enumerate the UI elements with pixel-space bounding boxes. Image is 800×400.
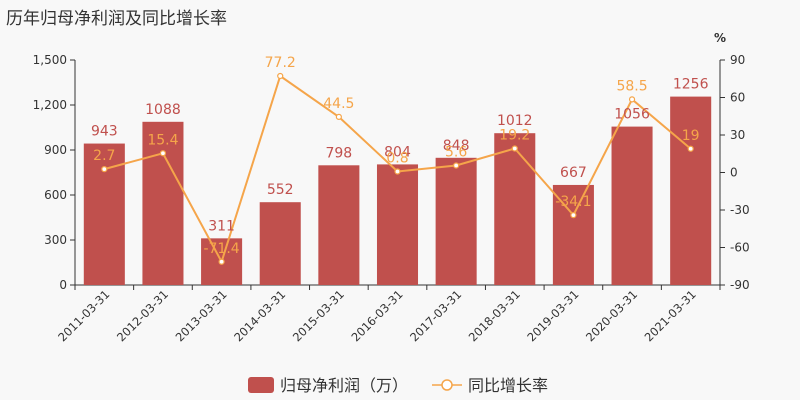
- growth-rate-label: 0.8: [386, 151, 408, 167]
- x-axis-tick-label: 2012-03-31: [114, 287, 171, 344]
- growth-rate-label: 15.4: [147, 132, 178, 148]
- x-axis-tick-label: 2013-03-31: [173, 287, 230, 344]
- growth-rate-point: [687, 145, 694, 152]
- bar: [318, 165, 360, 285]
- bar-value-label: 1056: [614, 107, 650, 123]
- bar-value-label: 552: [267, 182, 294, 198]
- bar: [552, 184, 594, 285]
- growth-rate-label: 58.5: [616, 78, 647, 94]
- growth-rate-point: [218, 258, 225, 265]
- right-axis-tick-label: 90: [730, 53, 745, 67]
- growth-rate-label: 5.6: [445, 145, 467, 161]
- legend-bar-swatch: [248, 377, 274, 393]
- right-axis-unit: %: [714, 31, 726, 45]
- growth-rate-point: [511, 145, 518, 152]
- x-axis-tick-label: 2011-03-31: [55, 287, 112, 344]
- x-axis-tick-label: 2017-03-31: [407, 287, 464, 344]
- left-axis-tick-label: 300: [44, 233, 67, 247]
- right-axis-tick-label: -90: [730, 278, 750, 292]
- bar-value-label: 1012: [497, 113, 533, 129]
- growth-rate-label: -34.1: [555, 194, 591, 210]
- bar: [670, 96, 712, 285]
- growth-rate-label: 2.7: [93, 148, 115, 164]
- right-axis-tick-label: 0: [730, 166, 738, 180]
- left-axis-tick-label: 0: [59, 278, 67, 292]
- bar: [611, 126, 653, 285]
- labels-group: 943 1088 311 552 798 804 848 1012 667 1056 1256 2.7…: [91, 55, 709, 257]
- chart-title: 历年归母净利润及同比增长率: [6, 9, 227, 29]
- bar-value-label: 667: [560, 165, 587, 181]
- left-axis-tick-label: 1,200: [33, 98, 67, 112]
- growth-rate-label: 19.2: [499, 128, 530, 144]
- growth-rate-point: [159, 150, 167, 157]
- bar-value-label: 1088: [145, 102, 181, 118]
- bar-value-label: 311: [208, 218, 235, 234]
- x-axis-tick-label: 2019-03-31: [524, 287, 581, 344]
- bar-value-label: 804: [384, 144, 411, 160]
- left-axis-tick-label: 1,500: [33, 53, 67, 67]
- bar-value-label: 943: [91, 124, 118, 140]
- growth-rate-point: [335, 113, 342, 120]
- x-axis-tick-label: 2018-03-31: [466, 287, 523, 344]
- growth-rate-point: [394, 168, 401, 175]
- right-axis-tick-label: -60: [730, 241, 750, 255]
- growth-rate-point: [453, 162, 460, 169]
- growth-rate-label: 19: [682, 128, 700, 144]
- bar: [376, 164, 419, 285]
- growth-rate-point: [628, 96, 636, 103]
- left-axis-tick-label: 600: [44, 188, 67, 202]
- x-axis-tick-label: 2014-03-31: [231, 287, 288, 344]
- bar-value-label: 848: [443, 138, 470, 154]
- right-axis-tick-label: 60: [730, 91, 745, 105]
- x-axis-tick-label: 2015-03-31: [290, 287, 347, 344]
- x-axis-tick-label: 2021-03-31: [642, 287, 699, 344]
- legend-bar-label: 归母净利润（万）: [280, 376, 408, 395]
- right-axis-tick-label: 30: [730, 128, 745, 142]
- bar: [435, 157, 477, 285]
- growth-rate-label: 44.5: [323, 96, 354, 112]
- x-axis-tick-label: 2020-03-31: [583, 287, 640, 344]
- legend-line-marker: [441, 379, 453, 391]
- growth-rate-label: -71.4: [203, 241, 239, 257]
- bar-value-label: 1256: [673, 77, 709, 93]
- bars-group: [83, 96, 712, 285]
- bar-value-label: 798: [325, 145, 352, 161]
- growth-rate-label: 77.2: [265, 55, 296, 71]
- growth-rate-point: [277, 72, 284, 80]
- bar: [142, 121, 184, 285]
- legend-line-label: 同比增长率: [468, 376, 548, 395]
- bar: [259, 202, 301, 285]
- growth-rate-point: [101, 166, 108, 173]
- legend-group: 归母净利润（万） 同比增长率: [248, 376, 548, 395]
- line-group: [101, 72, 694, 265]
- x-axis-tick-label: 2016-03-31: [348, 287, 405, 344]
- left-axis-tick-label: 900: [44, 143, 67, 157]
- growth-rate-point: [570, 212, 577, 219]
- bar: [494, 133, 536, 285]
- right-axis-tick-label: -30: [730, 203, 750, 217]
